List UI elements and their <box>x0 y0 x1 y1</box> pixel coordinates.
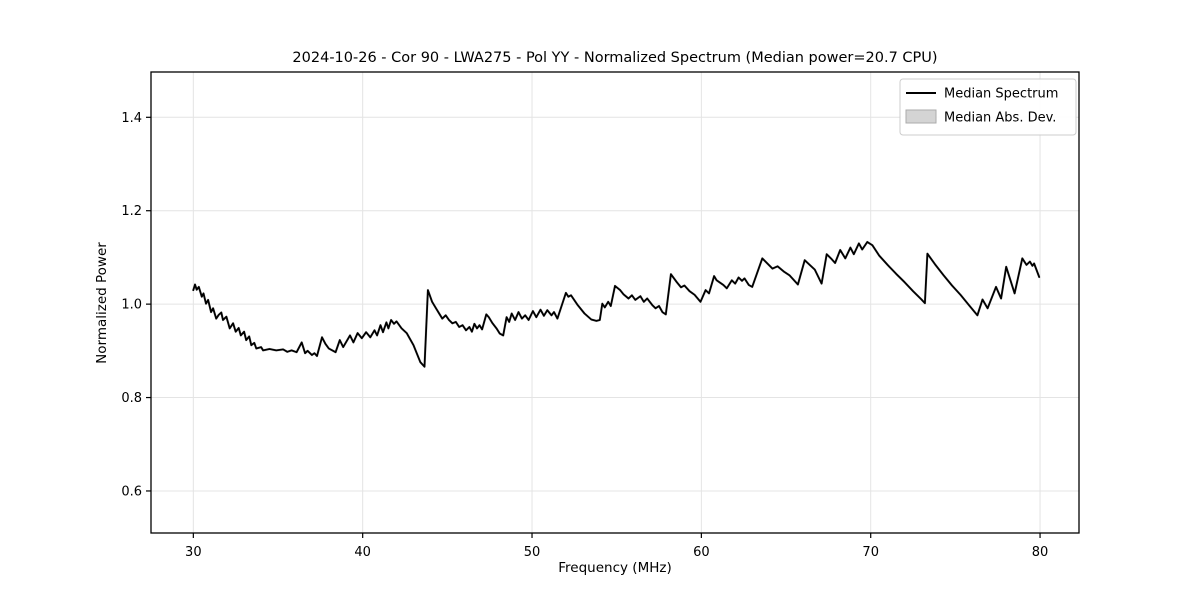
x-tick-label-70: 70 <box>862 545 879 560</box>
x-tick-label-60: 60 <box>693 545 710 560</box>
y-tick-label-0.6: 0.6 <box>121 484 142 499</box>
plot-border <box>150 71 1080 534</box>
y-tick-label-1.0: 1.0 <box>121 298 142 313</box>
x-axis-label: Frequency (MHz) <box>558 560 671 576</box>
x-tick-label-30: 30 <box>185 545 202 560</box>
tick-labels: 30 40 50 60 70 80 0.6 0.8 1.0 1.2 1.4 <box>121 111 1048 560</box>
y-tick-label-1.4: 1.4 <box>121 111 142 126</box>
legend-patch-swatch <box>905 109 937 124</box>
y-tick-label-1.2: 1.2 <box>121 204 142 219</box>
gridlines <box>151 72 1079 533</box>
legend-label-median-abs-dev: Median Abs. Dev. <box>944 111 1056 126</box>
legend: Median Spectrum Median Abs. Dev. <box>899 78 1077 136</box>
tick-marks <box>146 116 1041 538</box>
chart-title: 2024-10-26 - Cor 90 - LWA275 - Pol YY - … <box>292 50 937 66</box>
legend-box <box>899 78 1077 136</box>
median-spectrum-line <box>192 241 1041 368</box>
legend-label-median-spectrum: Median Spectrum <box>944 87 1058 102</box>
x-tick-label-40: 40 <box>354 545 371 560</box>
series-layer <box>192 240 1041 368</box>
x-tick-label-80: 80 <box>1032 545 1049 560</box>
x-tick-label-50: 50 <box>524 545 541 560</box>
y-tick-label-0.8: 0.8 <box>121 391 142 406</box>
y-axis-label: Normalized Power <box>94 242 110 364</box>
